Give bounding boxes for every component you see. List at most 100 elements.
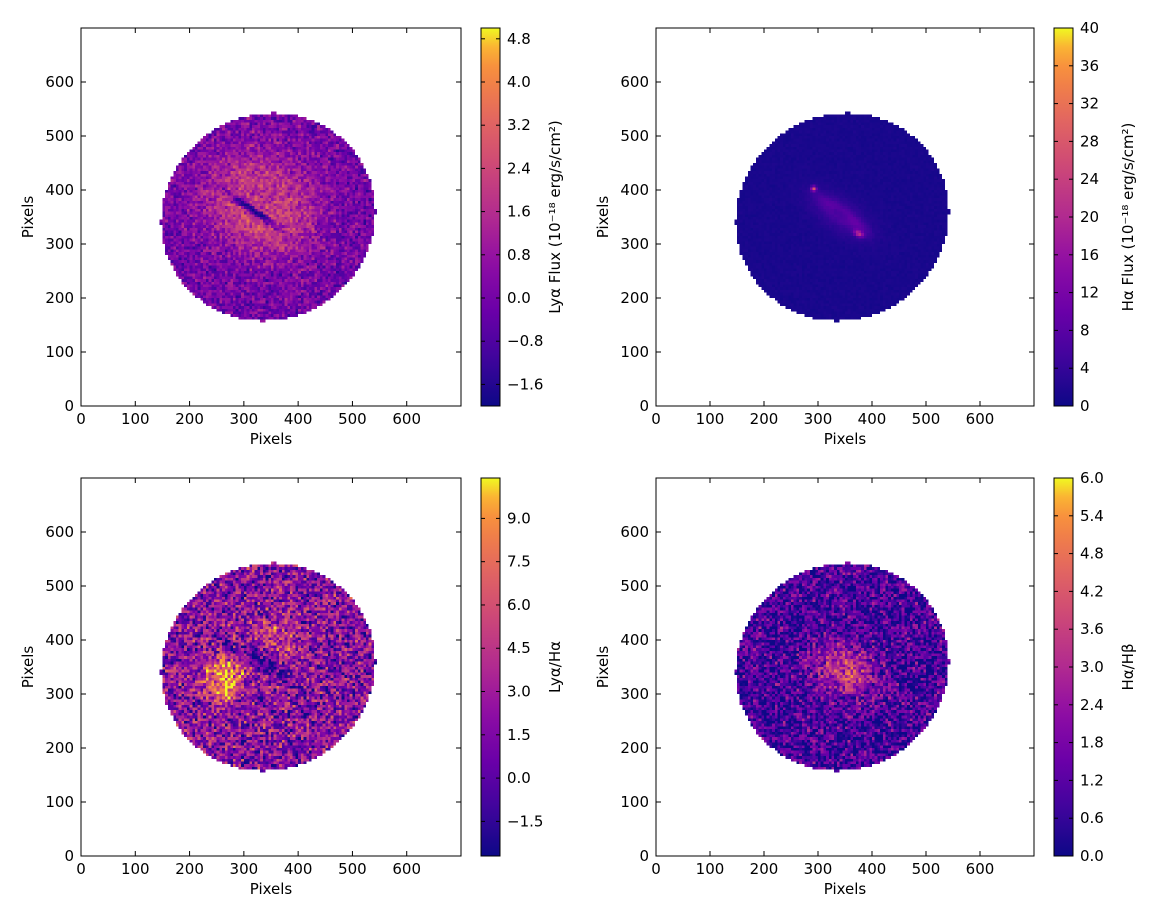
colorbar-tick-label: 3.2 (507, 116, 531, 134)
colorbar-tick-label: 2.4 (507, 159, 531, 177)
heatmap-image (81, 28, 461, 406)
colorbar-tick-label: 20 (1080, 208, 1099, 226)
colorbar-tick-label: 40 (1080, 19, 1099, 37)
colorbar-tick-label: 3.6 (1080, 620, 1104, 638)
x-tick-label: 600 (392, 410, 421, 428)
x-tick-label: 0 (651, 410, 661, 428)
colorbar-tick-label: 0.0 (507, 289, 531, 307)
y-tick-label: 100 (620, 343, 649, 361)
colorbar-tick-label: 1.8 (1080, 734, 1104, 752)
heatmap-image (656, 28, 1034, 406)
colorbar-tick-label: 6.0 (507, 596, 531, 614)
heatmap-image (81, 478, 461, 856)
colorbar-label: Hα Flux (10⁻¹⁸ erg/s/cm²) (1119, 123, 1137, 312)
colorbar-tick-label: 0.8 (507, 246, 531, 264)
x-axis-label: Pixels (250, 880, 293, 898)
colorbar-label: Lyα/Hα (546, 641, 564, 693)
x-tick-label: 100 (696, 410, 725, 428)
colorbar-tick-label: 0.6 (1080, 809, 1104, 827)
colorbar-tick-label: 4.0 (507, 73, 531, 91)
y-tick-label: 600 (620, 523, 649, 541)
y-tick-label: 400 (45, 631, 74, 649)
panel-top-left: 0 100 200 300 400 500 600 0 100 200 300 400 500 600 Pi… (19, 27, 564, 448)
y-axis-label: Pixels (19, 646, 37, 689)
colorbar-tick-label: 4.8 (507, 30, 531, 48)
plot-frame (655, 477, 1035, 857)
colorbar-tick-label: 1.6 (507, 203, 531, 221)
x-tick-label: 500 (338, 410, 367, 428)
x-tick-label: 100 (696, 860, 725, 878)
colorbar-tick-label: 0.0 (1080, 847, 1104, 865)
y-tick-label: 200 (45, 739, 74, 757)
colorbar: 0.0 0.6 1.2 1.8 2.4 3.0 3.6 4.2 4.8 5.4 6.0 Hα/Hβ (1053, 469, 1137, 865)
y-tick-label: 500 (45, 127, 74, 145)
y-tick-label: 0 (64, 397, 74, 415)
colorbar-tick-label: 12 (1080, 284, 1099, 302)
x-tick-label: 200 (175, 410, 204, 428)
colorbar-tick-label: 8 (1080, 321, 1090, 339)
plot-frame (80, 27, 462, 407)
y-tick-label: 300 (45, 235, 74, 253)
y-tick-label: 600 (620, 73, 649, 91)
y-tick-label: 400 (620, 631, 649, 649)
colorbar-label: Hα/Hβ (1119, 643, 1137, 690)
y-tick-label: 300 (620, 235, 649, 253)
y-tick-label: 200 (620, 739, 649, 757)
colorbar-tick-label: 9.0 (507, 509, 531, 527)
colorbar-tick-label: 16 (1080, 246, 1099, 264)
colorbar-tick-label: 24 (1080, 170, 1099, 188)
colorbar-tick-label: 4.2 (1080, 582, 1104, 600)
colorbar-tick-label: 0 (1080, 397, 1090, 415)
y-tick-label: 100 (45, 343, 74, 361)
x-tick-label: 300 (230, 410, 259, 428)
x-tick-label: 0 (76, 860, 86, 878)
x-tick-label: 300 (804, 860, 833, 878)
y-tick-label: 200 (620, 289, 649, 307)
panel-bottom-right: 0 100 200 300 400 500 600 0 100 200 300 400 500 600 Pi… (594, 469, 1137, 898)
x-tick-label: 600 (966, 860, 995, 878)
y-tick-label: 300 (620, 685, 649, 703)
colorbar-tick-label: −1.5 (507, 812, 543, 830)
x-tick-label: 400 (858, 860, 887, 878)
x-tick-label: 400 (284, 860, 313, 878)
colorbar-tick-label: 7.5 (507, 553, 531, 571)
x-tick-label: 600 (966, 410, 995, 428)
y-tick-label: 0 (64, 847, 74, 865)
colorbar-tick-label: −0.8 (507, 332, 543, 350)
x-tick-label: 100 (121, 860, 150, 878)
x-tick-label: 400 (858, 410, 887, 428)
y-tick-label: 400 (45, 181, 74, 199)
colorbar-gradient (480, 477, 501, 857)
plot-frame (80, 477, 462, 857)
colorbar-tick-label: 5.4 (1080, 507, 1104, 525)
panel-bottom-left: 0 100 200 300 400 500 600 0 100 200 300 400 500 600 Pi… (19, 477, 564, 898)
y-tick-label: 500 (620, 577, 649, 595)
y-axis-label: Pixels (19, 196, 37, 239)
y-tick-label: 600 (45, 73, 74, 91)
colorbar-tick-label: 2.4 (1080, 696, 1104, 714)
x-tick-label: 600 (392, 860, 421, 878)
colorbar: 0 4 8 12 16 20 24 28 32 36 40 Hα Flux (10⁻¹⁸ erg/s/… (1053, 19, 1137, 415)
colorbar-tick-label: 3.0 (1080, 658, 1104, 676)
x-tick-label: 400 (284, 410, 313, 428)
x-axis-label: Pixels (824, 880, 867, 898)
colorbar-tick-label: 36 (1080, 57, 1099, 75)
colorbar: −1.5 0.0 1.5 3.0 4.5 6.0 7.5 9.0 Lyα/Hα (480, 477, 564, 857)
y-tick-label: 500 (45, 577, 74, 595)
x-tick-label: 300 (804, 410, 833, 428)
colorbar-tick-label: 6.0 (1080, 469, 1104, 487)
colorbar-tick-label: 4 (1080, 359, 1090, 377)
colorbar-tick-label: 4.5 (507, 639, 531, 657)
x-tick-label: 200 (750, 410, 779, 428)
colorbar-tick-label: 0.0 (507, 769, 531, 787)
colorbar-tick-label: 32 (1080, 95, 1099, 113)
x-tick-label: 100 (121, 410, 150, 428)
plot-frame (655, 27, 1035, 407)
x-tick-label: 200 (750, 860, 779, 878)
x-tick-label: 500 (338, 860, 367, 878)
y-axis-label: Pixels (594, 646, 612, 689)
y-tick-label: 0 (639, 847, 649, 865)
y-tick-label: 300 (45, 685, 74, 703)
x-axis-label: Pixels (824, 430, 867, 448)
